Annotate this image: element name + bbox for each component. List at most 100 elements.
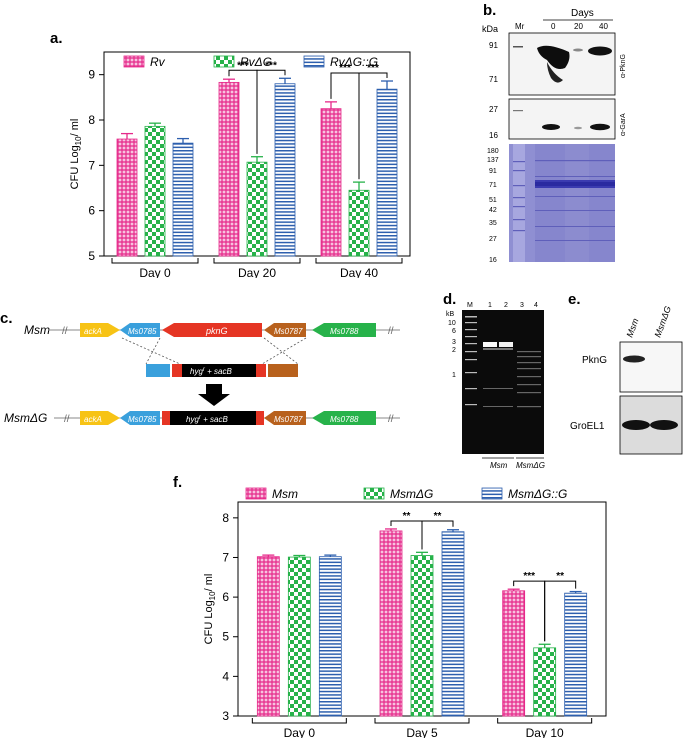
d-band-lane1	[483, 342, 497, 347]
b-lane-0: 0	[551, 22, 556, 31]
sig-label-a-0: ***	[237, 60, 249, 71]
y-tick-label-a-1: 6	[88, 204, 95, 218]
d-unit-label: kB	[446, 311, 455, 318]
bar-a-2-2	[376, 88, 398, 257]
e-row-groel: GroEL1	[570, 421, 605, 432]
c-wt-label: Msm	[24, 323, 50, 337]
d-marker-10: 10	[448, 320, 456, 327]
e-groel-band-2	[650, 420, 678, 430]
sig-label-a-2: ***	[339, 63, 351, 74]
b-gel-marker-51: 51	[489, 197, 497, 204]
panel-b-western: Days kDa Mr 0 20 40 91 71 α-PknG 27 16 α…	[482, 8, 627, 264]
panel-b-letter: b.	[483, 2, 497, 19]
e-lane-msm: Msm	[624, 316, 640, 338]
c-wt-ms0788-gene	[312, 323, 376, 337]
d-gel-image	[462, 310, 544, 454]
c-wt-ms0787-gene	[264, 323, 306, 337]
b-gara-band-0	[542, 124, 560, 130]
legend-label-a-0: Rv	[150, 55, 166, 69]
legend-label-a-1: RvΔG	[240, 55, 272, 69]
b-pkng-marker-91: 91	[489, 41, 498, 50]
b-lane-20: 20	[574, 22, 583, 31]
bar-f-1-0	[379, 530, 403, 717]
legend-label-f-2: MsmΔG::G	[508, 487, 567, 501]
panel-a-letter: a.	[50, 30, 63, 47]
b-pkng-band-0	[537, 45, 570, 69]
y-tick-label-a-4: 9	[88, 68, 95, 82]
bar-f-2-2	[564, 592, 588, 717]
b-gara-blot	[508, 98, 616, 140]
panel-c-genome-map: Msm // // ackA Ms0785 pknG Ms0787 Ms0788…	[4, 323, 400, 425]
bar-a-1-0	[218, 81, 240, 257]
d-band-lane2	[499, 342, 513, 347]
panel-c-letter: c.	[0, 310, 13, 327]
b-gara-label: α-GarA	[620, 113, 627, 136]
b-gel-marker-27: 27	[489, 236, 497, 243]
b-gara-marker-27: 27	[489, 105, 498, 114]
b-lane-mr: Mr	[515, 22, 525, 31]
category-label-f-2: Day 10	[526, 726, 564, 738]
y-tick-label-f-4: 7	[222, 550, 229, 564]
category-label-a-0: Day 0	[139, 266, 171, 278]
svg-text://: //	[64, 414, 70, 425]
category-label-f-0: Day 0	[284, 726, 316, 738]
legend-swatch-a-1	[213, 55, 235, 68]
c-wt-ms0785-label: Ms0785	[128, 327, 157, 336]
b-days-title: Days	[571, 8, 594, 19]
svg-text://: //	[388, 326, 394, 337]
y-tick-label-f-1: 4	[222, 669, 229, 683]
y-tick-label-a-2: 7	[88, 158, 95, 172]
sig-label-f-2: ***	[523, 571, 535, 582]
c-mut-ms0788-label: Ms0788	[330, 415, 359, 424]
b-gel-marker-91: 91	[489, 168, 497, 175]
legend-swatch-f-1	[363, 487, 385, 500]
bar-a-1-1	[246, 161, 268, 257]
b-pkng-label: α-PknG	[620, 54, 627, 78]
bar-f-0-1	[287, 556, 311, 717]
panel-e-western: Msm MsmΔG PknG GroEL1	[570, 305, 683, 455]
d-lane-3: 3	[520, 302, 524, 309]
d-group-msm: Msm	[490, 461, 508, 470]
y-tick-label-f-3: 6	[222, 590, 229, 604]
e-lane-msmdg: MsmΔG	[652, 305, 673, 339]
c-wt-ms0787-label: Ms0787	[274, 327, 303, 336]
bar-f-0-2	[318, 556, 342, 717]
panel-d-gel: kB 10 6 3 2 1 M 1 2 3 4 Msm MsmΔG	[446, 302, 545, 470]
d-marker-6: 6	[452, 328, 456, 335]
sig-bracket-a-3	[358, 72, 388, 180]
category-bracket-f-2	[497, 718, 593, 724]
c-mut-ms0787-label: Ms0787	[274, 415, 303, 424]
category-bracket-a-1	[213, 258, 301, 264]
c-mut-ackA-gene	[80, 411, 120, 425]
bar-f-2-0	[502, 590, 526, 717]
sig-bracket-f-1	[421, 520, 454, 550]
panel-e-letter: e.	[568, 291, 581, 308]
legend-label-a-2: RvΔG::G	[330, 55, 378, 69]
d-lane-m: M	[467, 302, 473, 309]
category-bracket-a-2	[315, 258, 403, 264]
c-mut-cassette	[170, 411, 256, 425]
c-construct-left-arm	[146, 364, 170, 377]
legend-swatch-a-0	[123, 55, 145, 68]
sig-label-a-1: ***	[265, 60, 277, 71]
d-marker-1: 1	[452, 372, 456, 379]
sig-label-f-1: **	[434, 511, 442, 522]
d-marker-2: 2	[452, 347, 456, 354]
bar-a-1-2	[274, 83, 296, 257]
b-gara-marker-16: 16	[489, 131, 498, 140]
b-gel-marker-71: 71	[489, 182, 497, 189]
bar-a-2-0	[320, 108, 342, 257]
c-wt-pkng-label: pknG	[205, 326, 228, 336]
c-mut-ms0787-gene	[264, 411, 306, 425]
sig-bracket-a-1	[256, 69, 286, 154]
c-mut-ms0785-gene	[120, 411, 160, 425]
d-lane-1: 1	[488, 302, 492, 309]
category-label-f-1: Day 5	[406, 726, 438, 738]
d-group-msmdg: MsmΔG	[516, 461, 545, 470]
c-mut-ms0785-label: Ms0785	[128, 415, 157, 424]
category-label-a-1: Day 20	[238, 266, 276, 278]
e-row-pkng: PknG	[582, 355, 607, 366]
bar-a-0-1	[144, 125, 166, 257]
bar-a-2-1	[348, 189, 370, 257]
